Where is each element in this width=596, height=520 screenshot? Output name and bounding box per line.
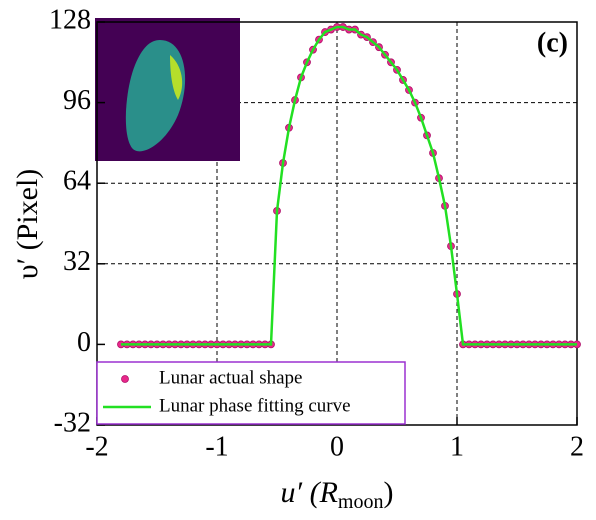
panel-label: (c) [537,27,568,58]
plot-frame [96,21,578,426]
y-tick-label: -32 [54,407,91,438]
x-label-main: u′ (R [281,476,338,509]
x-tick-label: -2 [85,431,108,462]
legend-marker [121,375,129,383]
y-tick-label: 32 [63,246,91,277]
y-tick-label: 128 [49,4,91,35]
legend-label: Lunar phase fitting curve [159,395,351,416]
y-axis-label: υ′ (Pixel) [11,169,44,280]
y-tick-label: 0 [77,327,91,358]
legend-box [96,361,406,425]
moon-bright [170,55,183,100]
x-label-sub: moon [338,491,384,513]
x-tick-label: 1 [450,431,464,462]
legend-label: Lunar actual shape [159,367,302,388]
y-tick-label: 96 [63,85,91,116]
fit-line [121,25,577,346]
moon-disc [125,40,186,152]
x-label-close: ) [383,476,393,509]
y-tick-label: 64 [63,166,91,197]
x-axis-label: u′ (Rmoon) [281,476,394,513]
x-tick-label: 0 [330,431,344,462]
inset-image [95,18,240,161]
x-tick-label: -1 [205,431,228,462]
x-tick-label: 2 [570,431,584,462]
